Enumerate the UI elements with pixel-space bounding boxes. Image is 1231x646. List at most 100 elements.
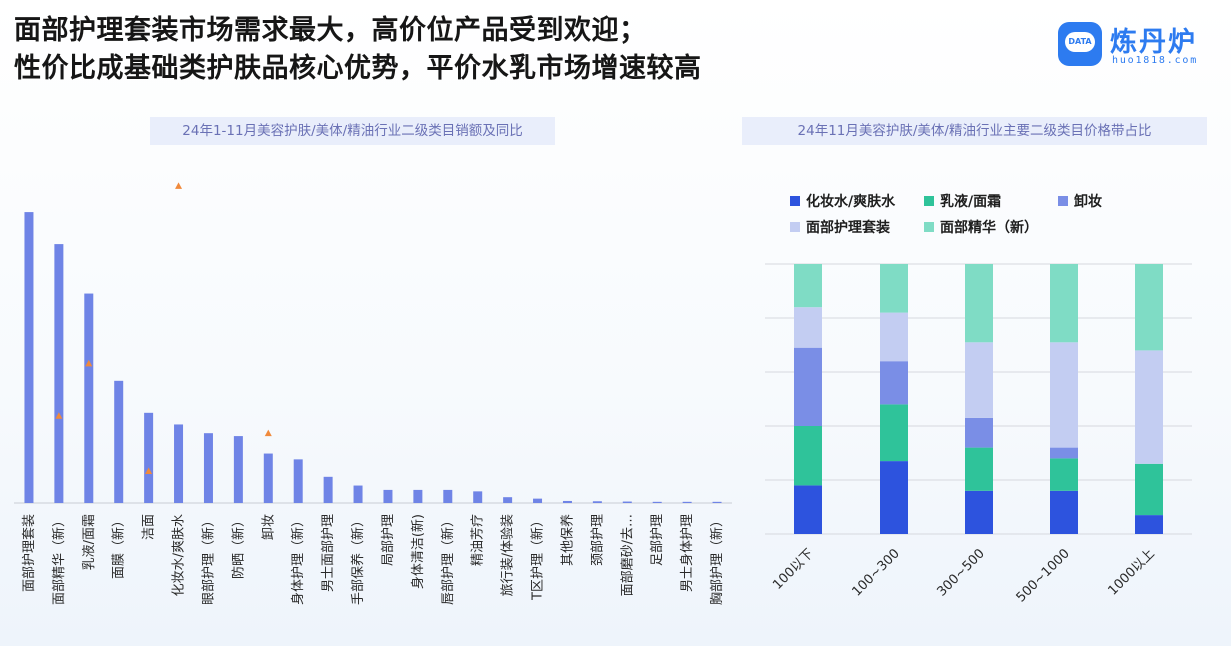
bar xyxy=(562,500,572,503)
legend-swatch xyxy=(1058,196,1068,206)
left-chart-title: 24年1-11月美容护肤/美体/精油行业二级类目销额及同比 xyxy=(150,117,555,145)
headline-line-1: 面部护理套装市场需求最大，高价位产品受到欢迎； xyxy=(14,15,647,46)
stacked-segment xyxy=(794,307,822,348)
category-tick-label: 身体清洁(新) xyxy=(410,514,426,589)
legend-swatch xyxy=(924,196,934,206)
stacked-segment xyxy=(1135,264,1163,351)
legend-swatch xyxy=(924,222,934,232)
category-tick-label: 颈部护理 xyxy=(590,514,605,566)
stacked-segment xyxy=(1050,342,1078,448)
bar xyxy=(114,380,124,503)
logo: DATA 炼丹炉 huo1818.com xyxy=(1058,22,1228,72)
stacked-segment xyxy=(1050,458,1078,491)
category-tick-label: 乳液/面霜 xyxy=(82,514,97,570)
stacked-segment xyxy=(880,404,908,462)
logo-badge-text: DATA xyxy=(1068,37,1092,46)
category-tick-label: 眼部护理（新） xyxy=(200,514,216,605)
bar xyxy=(84,293,94,503)
headline: 面部护理套装市场需求最大，高价位产品受到欢迎； 性价比成基础类护肤品核心优势，平… xyxy=(14,12,1034,88)
category-tick-label: 旅行装/体验装 xyxy=(500,514,516,596)
bar xyxy=(144,412,154,503)
stacked-segment xyxy=(880,461,908,534)
stacked-segment xyxy=(1135,515,1163,534)
stacked-segment xyxy=(1050,264,1078,343)
stacked-segment xyxy=(880,361,908,405)
growth-marker xyxy=(145,467,153,474)
stacked-segment xyxy=(965,342,993,418)
category-tick-label: 局部护理 xyxy=(381,514,396,566)
left-chart: 面部护理套装 面部精华（新） 乳液/面霜 面膜（新） 洁面 化妆水/爽肤水 眼部护理（新） 防… xyxy=(14,182,732,605)
stacked-segment xyxy=(880,264,908,313)
bar xyxy=(533,498,543,503)
headline-line-2: 性价比成基础类护肤品核心优势，平价水乳市场增速较高 xyxy=(14,53,702,84)
stacked-segment xyxy=(880,312,908,362)
category-tick-label: 化妆水/爽肤水 xyxy=(172,514,187,596)
legend-label: 化妆水/爽肤水 xyxy=(806,193,896,210)
category-tick-label: 足部护理 xyxy=(650,514,665,566)
category-tick-label: 面部磨砂/去… xyxy=(620,514,635,596)
price-band-tick-label: 1000以上 xyxy=(1105,546,1157,598)
growth-marker xyxy=(55,412,63,419)
category-tick-label: 唇部护理（新） xyxy=(440,514,456,605)
bar xyxy=(503,497,513,503)
bar xyxy=(24,212,34,503)
bar xyxy=(54,244,64,503)
stacked-segment xyxy=(1135,350,1163,464)
category-tick-label: 身体护理（新） xyxy=(290,514,306,605)
logo-url: huo1818.com xyxy=(1112,55,1199,66)
bar xyxy=(353,485,363,503)
legend-label: 面部精华（新） xyxy=(940,219,1038,236)
category-tick-label: 面部精华（新） xyxy=(51,514,67,605)
legend-swatch xyxy=(790,196,800,206)
bar xyxy=(413,489,423,503)
bar xyxy=(712,501,722,503)
bar xyxy=(383,489,393,503)
category-tick-label: 精油芳疗 xyxy=(471,514,486,566)
category-tick-label: 男士身体护理 xyxy=(679,514,695,592)
price-band-tick-label: 100以下 xyxy=(770,546,817,593)
stacked-segment xyxy=(1050,490,1078,534)
bar xyxy=(233,436,243,503)
stacked-segment xyxy=(794,347,822,426)
stacked-segment xyxy=(1050,447,1078,459)
price-band-tick-label: 100~300 xyxy=(849,546,902,599)
growth-marker xyxy=(85,359,93,367)
bar xyxy=(203,433,213,503)
bar xyxy=(293,459,303,503)
category-tick-label: 面部护理套装 xyxy=(21,514,37,592)
category-tick-label: 胸部护理（新） xyxy=(709,514,725,605)
category-tick-label: 其他保养 xyxy=(559,514,575,566)
bar xyxy=(592,501,602,503)
bar xyxy=(622,501,632,503)
stacked-segment xyxy=(965,447,993,491)
price-band-tick-label: 500~1000 xyxy=(1014,546,1073,605)
category-tick-label: 防晒（新） xyxy=(230,514,246,579)
category-tick-label: 男士面部护理 xyxy=(321,514,336,592)
stacked-segment xyxy=(965,490,993,534)
stacked-segment xyxy=(1135,463,1163,516)
price-band-tick-label: 300~500 xyxy=(934,546,987,599)
logo-name: 炼丹炉 xyxy=(1110,27,1197,58)
bar xyxy=(263,453,273,503)
category-tick-label: 洁面 xyxy=(142,514,157,540)
stacked-segment xyxy=(965,264,993,343)
category-tick-label: T区护理（新） xyxy=(530,514,546,601)
stacked-segment xyxy=(794,264,822,308)
right-chart-title: 24年11月美容护肤/美体/精油行业主要二级类目价格带占比 xyxy=(742,117,1207,145)
growth-marker xyxy=(264,429,272,437)
stacked-segment xyxy=(794,426,822,486)
category-tick-label: 手部保养（新） xyxy=(350,514,366,605)
bar xyxy=(682,501,692,503)
cauldron-cloud-icon: DATA xyxy=(1058,22,1102,66)
bar xyxy=(323,476,333,503)
category-tick-label: 面膜（新） xyxy=(111,514,127,579)
bar xyxy=(443,489,453,503)
legend-label: 乳液/面霜 xyxy=(940,193,1001,210)
bar xyxy=(652,501,662,503)
category-tick-label: 卸妆 xyxy=(260,514,276,540)
bar xyxy=(473,491,483,503)
stacked-segment xyxy=(965,417,993,448)
legend-label: 面部护理套装 xyxy=(806,219,891,236)
